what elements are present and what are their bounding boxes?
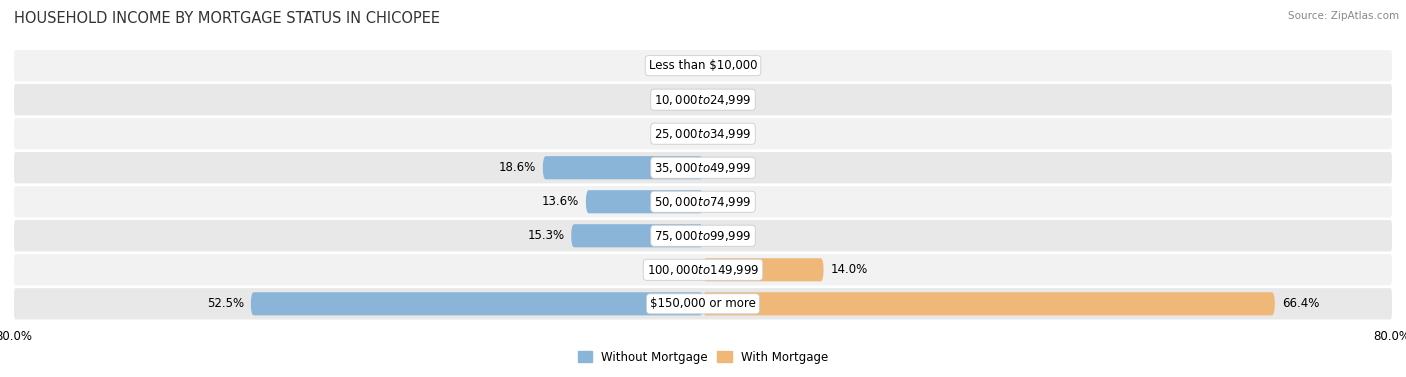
Text: 0.0%: 0.0% — [710, 161, 740, 174]
Text: Source: ZipAtlas.com: Source: ZipAtlas.com — [1288, 11, 1399, 21]
Text: 13.6%: 13.6% — [541, 195, 579, 208]
Text: 0.0%: 0.0% — [710, 195, 740, 208]
Text: 15.3%: 15.3% — [527, 229, 564, 242]
FancyBboxPatch shape — [14, 50, 1392, 81]
FancyBboxPatch shape — [14, 254, 1392, 285]
FancyBboxPatch shape — [14, 152, 1392, 183]
Text: $75,000 to $99,999: $75,000 to $99,999 — [654, 229, 752, 243]
Text: 0.0%: 0.0% — [710, 127, 740, 140]
Text: $25,000 to $34,999: $25,000 to $34,999 — [654, 127, 752, 141]
Text: 0.0%: 0.0% — [666, 93, 696, 106]
FancyBboxPatch shape — [543, 156, 703, 179]
Text: $100,000 to $149,999: $100,000 to $149,999 — [647, 263, 759, 277]
Legend: Without Mortgage, With Mortgage: Without Mortgage, With Mortgage — [574, 346, 832, 369]
Text: Less than $10,000: Less than $10,000 — [648, 59, 758, 72]
FancyBboxPatch shape — [586, 190, 703, 213]
FancyBboxPatch shape — [14, 288, 1392, 319]
Text: 18.6%: 18.6% — [499, 161, 536, 174]
Text: 14.0%: 14.0% — [831, 263, 868, 276]
FancyBboxPatch shape — [14, 220, 1392, 251]
FancyBboxPatch shape — [571, 224, 703, 247]
FancyBboxPatch shape — [703, 258, 824, 281]
Text: 0.0%: 0.0% — [710, 229, 740, 242]
Text: 0.0%: 0.0% — [710, 93, 740, 106]
Text: 0.0%: 0.0% — [666, 59, 696, 72]
Text: 0.0%: 0.0% — [710, 59, 740, 72]
FancyBboxPatch shape — [703, 292, 1275, 316]
FancyBboxPatch shape — [14, 84, 1392, 115]
Text: 52.5%: 52.5% — [207, 297, 245, 310]
Text: $150,000 or more: $150,000 or more — [650, 297, 756, 310]
Text: $50,000 to $74,999: $50,000 to $74,999 — [654, 195, 752, 209]
FancyBboxPatch shape — [250, 292, 703, 316]
Text: 66.4%: 66.4% — [1282, 297, 1319, 310]
Text: $35,000 to $49,999: $35,000 to $49,999 — [654, 161, 752, 175]
FancyBboxPatch shape — [14, 186, 1392, 218]
Text: $10,000 to $24,999: $10,000 to $24,999 — [654, 93, 752, 107]
Text: 0.0%: 0.0% — [666, 263, 696, 276]
Text: 0.0%: 0.0% — [666, 127, 696, 140]
FancyBboxPatch shape — [14, 118, 1392, 149]
Text: HOUSEHOLD INCOME BY MORTGAGE STATUS IN CHICOPEE: HOUSEHOLD INCOME BY MORTGAGE STATUS IN C… — [14, 11, 440, 26]
